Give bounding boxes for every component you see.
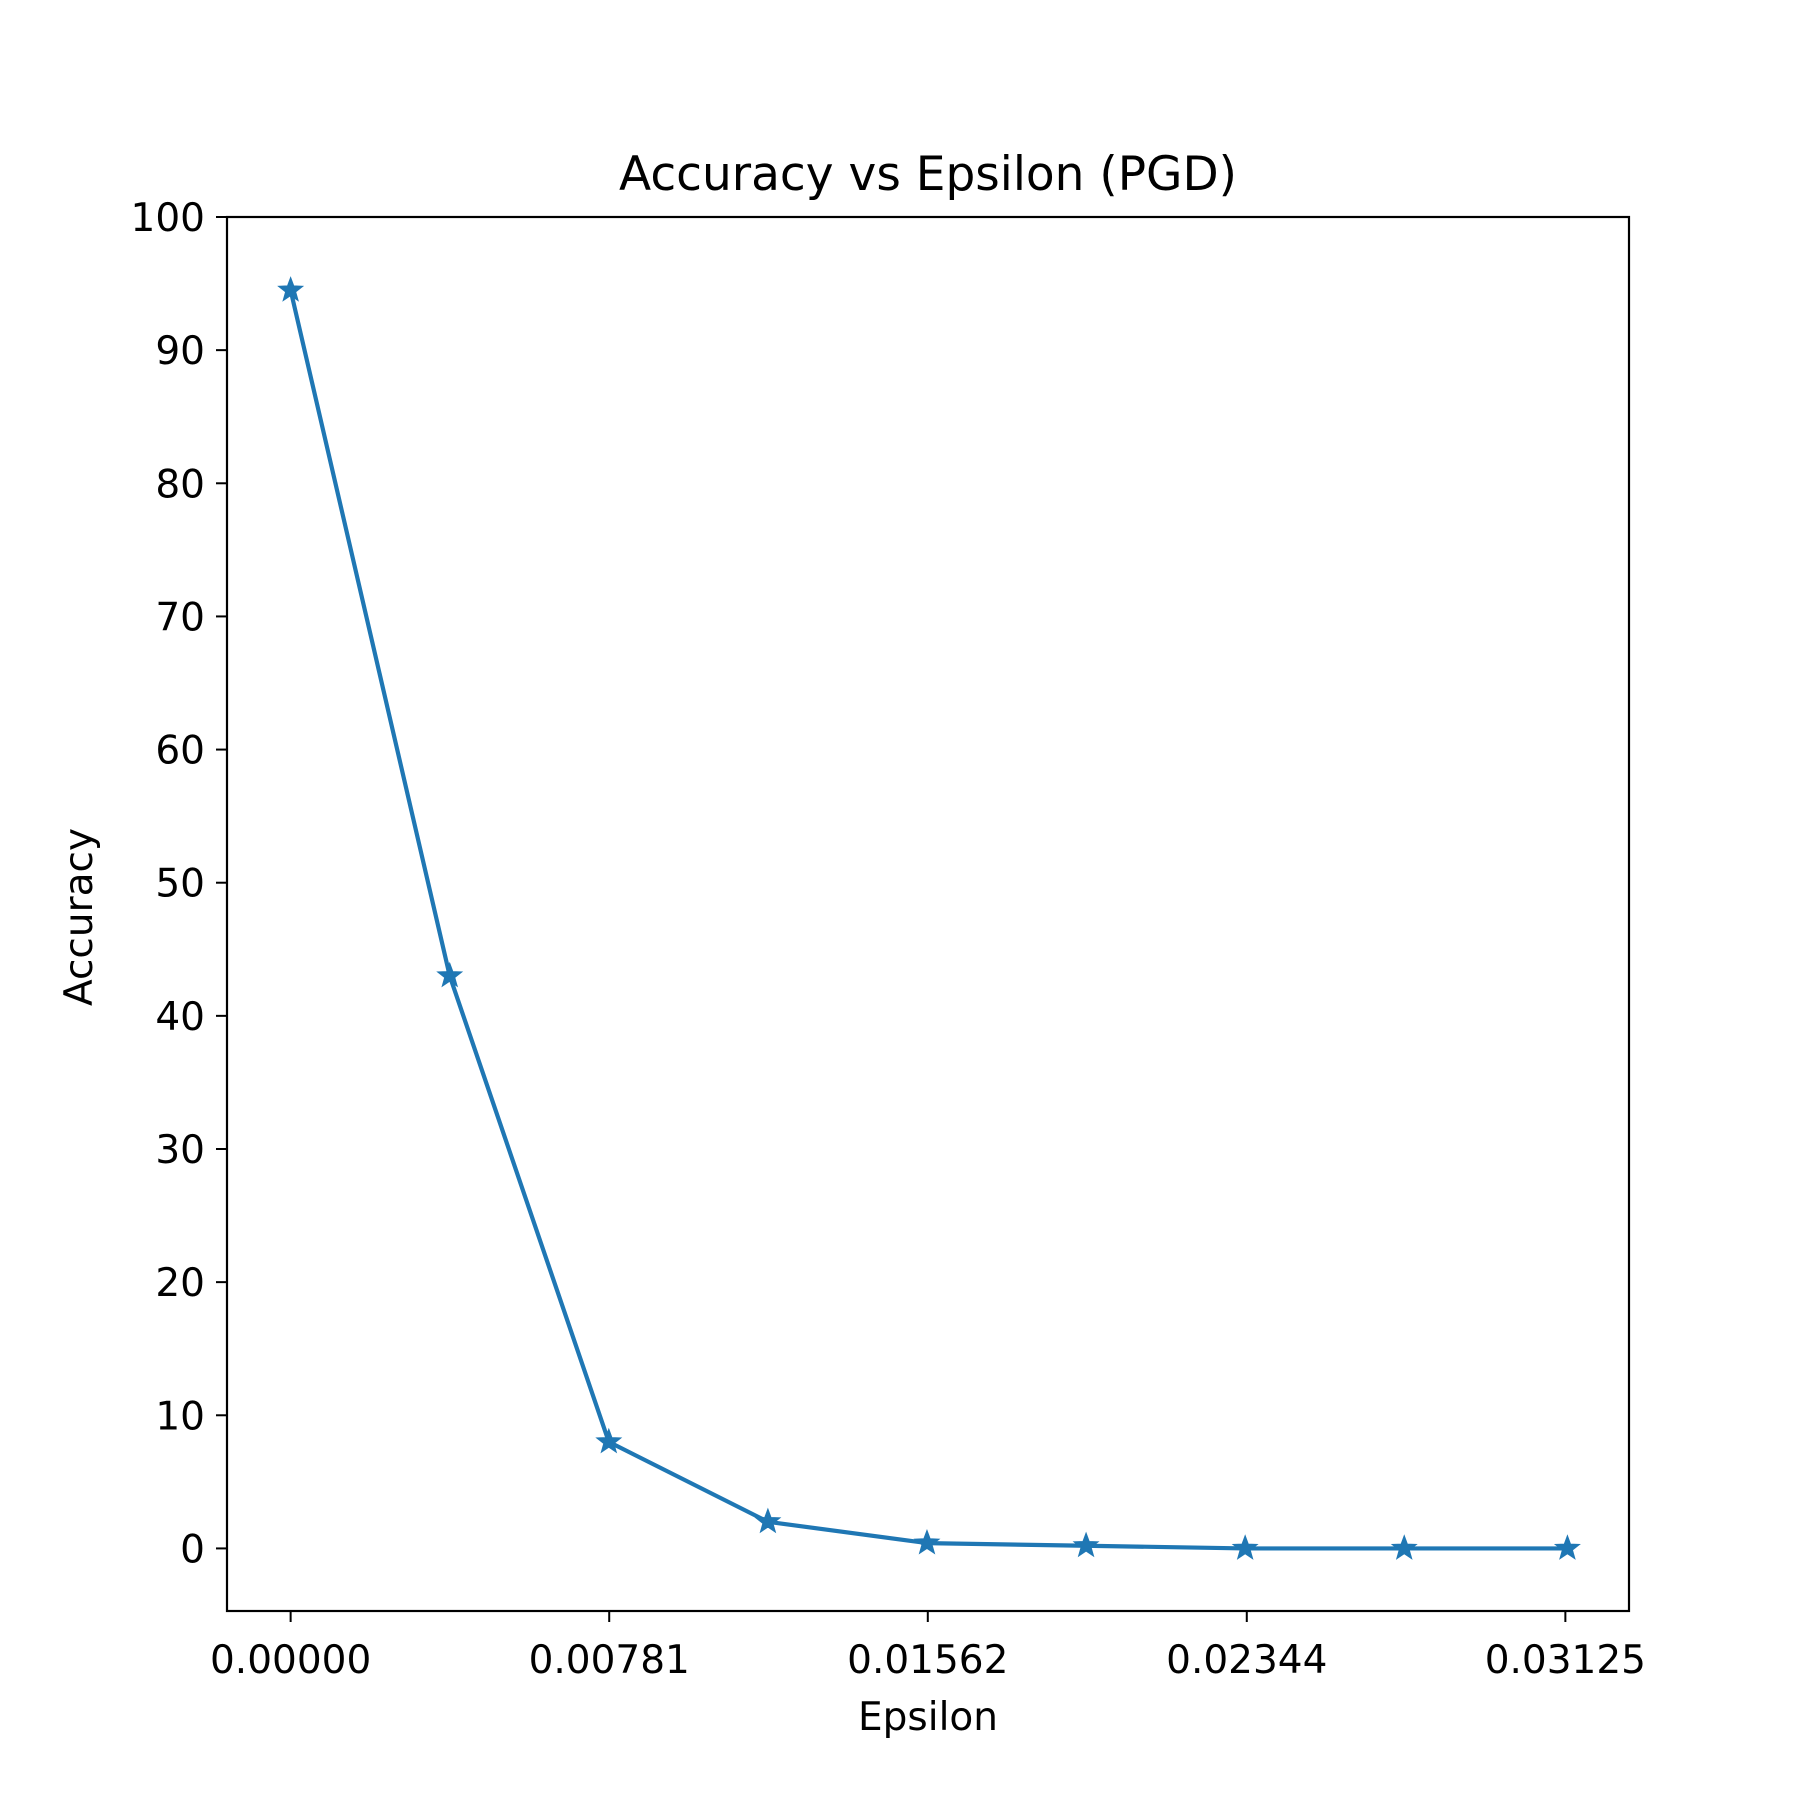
y-tick-label: 100 — [131, 196, 205, 241]
y-tick-label: 70 — [155, 595, 205, 640]
y-tick-label: 20 — [155, 1261, 205, 1306]
data-point-0 — [277, 276, 305, 302]
x-tick-label: 0.02344 — [1166, 1638, 1327, 1683]
data-point-6 — [1231, 1534, 1259, 1560]
y-tick-label: 30 — [155, 1128, 205, 1173]
x-tick-label: 0.03125 — [1485, 1638, 1646, 1683]
data-point-4 — [913, 1528, 941, 1555]
data-point-3 — [754, 1507, 782, 1534]
x-tick-label: 0.01562 — [847, 1638, 1008, 1683]
plot-area: 0.00000 0.00781 0.01562 0.02344 0.03125 0 10 20… — [131, 196, 1646, 1683]
data-point-8 — [1553, 1534, 1581, 1560]
data-point-5 — [1072, 1531, 1100, 1558]
data-point-2 — [595, 1427, 623, 1454]
y-tick-label: 50 — [155, 862, 205, 907]
y-tick-label: 40 — [155, 995, 205, 1040]
y-tick-label: 10 — [155, 1394, 205, 1439]
x-tick-label: 0.00781 — [529, 1638, 690, 1683]
chart-title: Accuracy vs Epsilon (PGD) — [619, 147, 1237, 202]
y-tick-label: 90 — [155, 329, 205, 374]
y-tick-label: 60 — [155, 729, 205, 774]
y-axis-label: Accuracy — [57, 828, 102, 1006]
data-point-1 — [436, 961, 464, 988]
y-tick-label: 80 — [155, 462, 205, 507]
y-tick-label: 0 — [180, 1527, 205, 1572]
x-axis-label: Epsilon — [858, 1695, 998, 1740]
data-point-7 — [1390, 1534, 1418, 1560]
x-tick-label: 0.00000 — [210, 1638, 371, 1683]
